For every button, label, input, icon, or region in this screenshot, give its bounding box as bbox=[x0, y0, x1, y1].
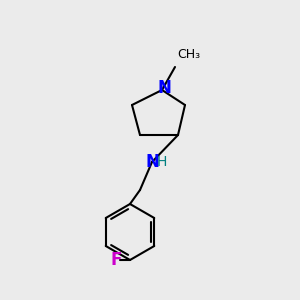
Text: CH₃: CH₃ bbox=[177, 48, 200, 61]
Text: N: N bbox=[157, 79, 171, 97]
Text: H: H bbox=[157, 155, 167, 169]
Text: N: N bbox=[145, 153, 159, 171]
Text: F: F bbox=[110, 251, 122, 269]
